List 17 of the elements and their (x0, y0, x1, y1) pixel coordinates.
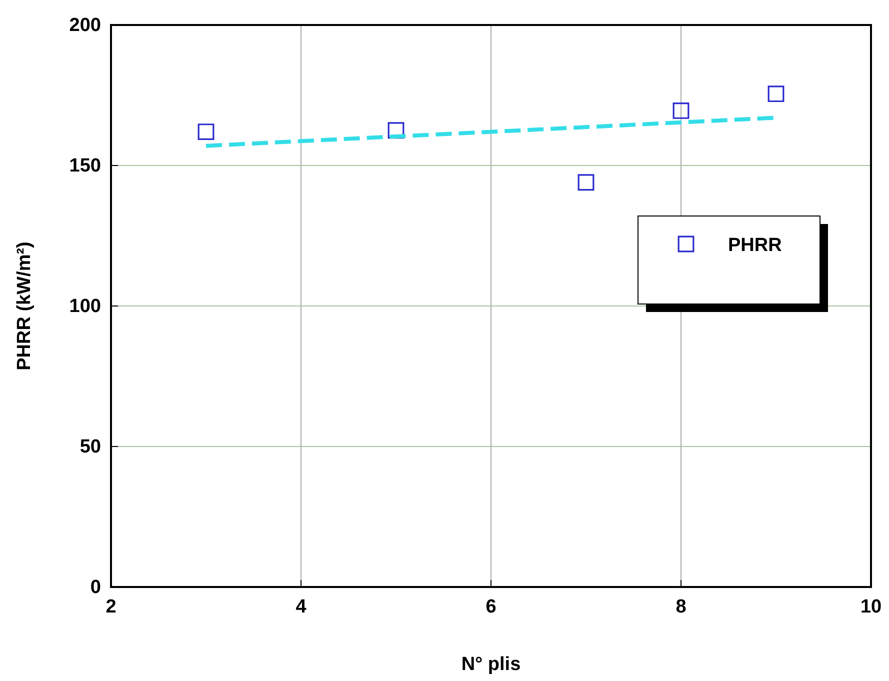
y-tick-label: 50 (80, 436, 101, 458)
x-tick-label: 4 (296, 596, 307, 618)
x-tick-label: 8 (676, 596, 686, 618)
y-tick-label: 100 (69, 296, 101, 318)
legend-label: PHRR (728, 235, 782, 256)
y-tick-label: 150 (69, 156, 101, 177)
x-tick-label: 10 (860, 596, 882, 618)
point (672, 102, 690, 119)
x-tick-label: 2 (106, 596, 116, 618)
point (768, 86, 784, 102)
y-axis-title: PHRR (kW/m²) (14, 242, 35, 370)
point (198, 124, 214, 140)
x-tick-label: 6 (486, 596, 496, 618)
y-tick-label: 0 (90, 577, 101, 598)
y-tick-label: 200 (69, 15, 101, 36)
x-axis-title: N° plis (461, 654, 521, 675)
point (578, 174, 594, 191)
